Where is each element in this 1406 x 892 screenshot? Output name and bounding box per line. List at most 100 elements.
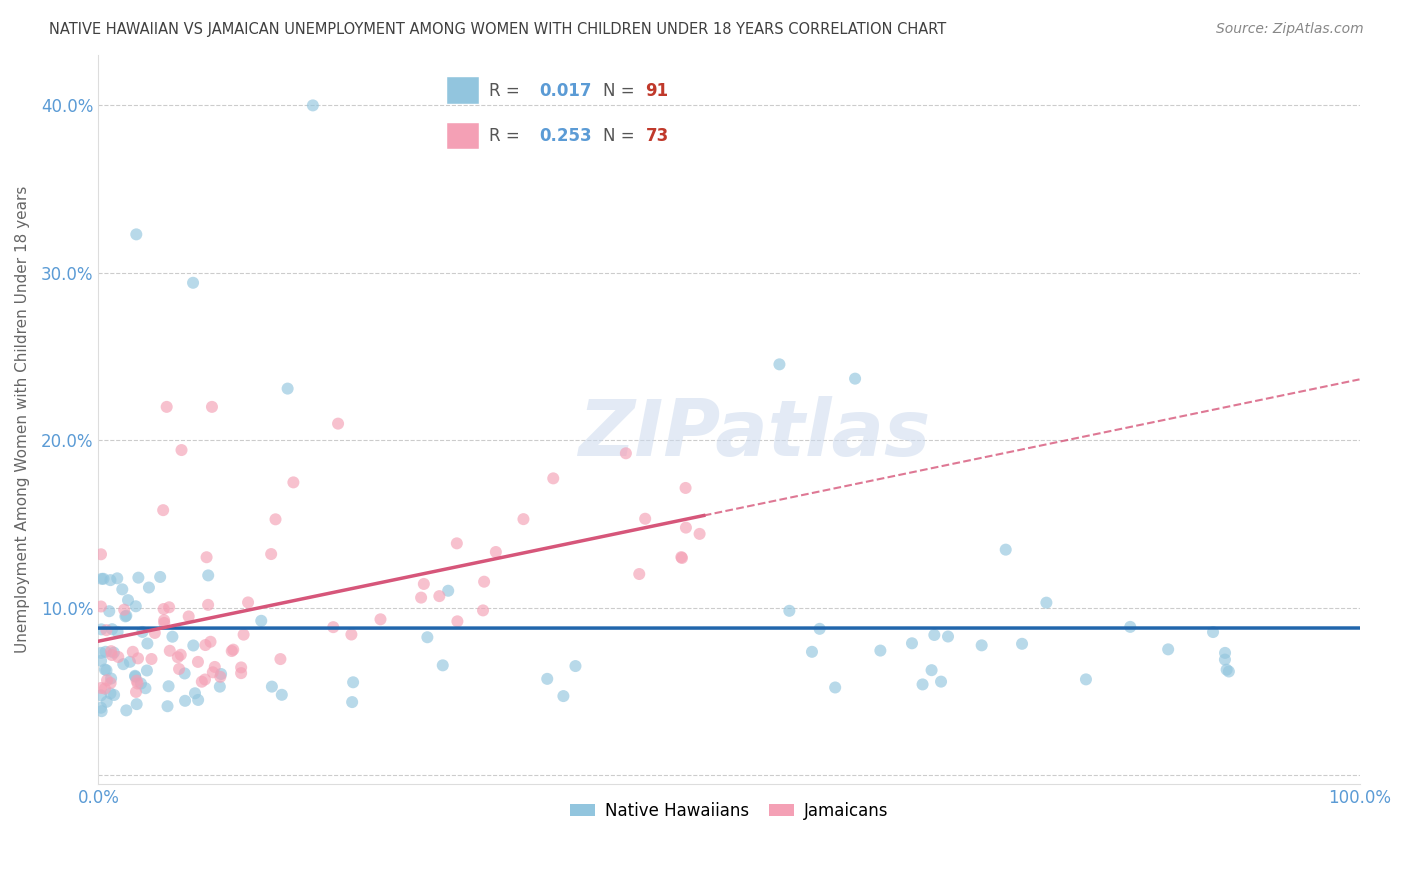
Native Hawaiians (118, 655, 141, 669)
Jamaicans (194, 673, 217, 687)
Native Hawaiians (553, 689, 575, 703)
Native Hawaiians (90, 689, 112, 703)
Jamaicans (96, 673, 118, 688)
Native Hawaiians (105, 571, 128, 585)
Native Hawaiians (342, 675, 364, 690)
Native Hawaiians (135, 664, 157, 678)
Native Hawaiians (1074, 673, 1097, 687)
Native Hawaiians (127, 571, 149, 585)
Native Hawaiians (124, 669, 146, 683)
Jamaicans (100, 676, 122, 690)
Native Hawaiians (1011, 637, 1033, 651)
Y-axis label: Unemployment Among Women with Children Under 18 years: Unemployment Among Women with Children U… (15, 186, 30, 653)
Text: ZIPatlas: ZIPatlas (578, 396, 931, 472)
Jamaicans (141, 652, 163, 666)
Native Hawaiians (136, 636, 159, 650)
Jamaicans (191, 674, 214, 689)
Native Hawaiians (115, 703, 138, 717)
Native Hawaiians (94, 663, 117, 677)
Jamaicans (221, 644, 243, 658)
Native Hawaiians (100, 573, 122, 587)
Jamaicans (628, 567, 651, 582)
Native Hawaiians (250, 614, 273, 628)
Text: NATIVE HAWAIIAN VS JAMAICAN UNEMPLOYMENT AMONG WOMEN WITH CHILDREN UNDER 18 YEAR: NATIVE HAWAIIAN VS JAMAICAN UNEMPLOYMENT… (49, 22, 946, 37)
Jamaicans (209, 670, 232, 684)
Native Hawaiians (270, 688, 292, 702)
Native Hawaiians (124, 670, 146, 684)
Jamaicans (195, 550, 218, 565)
Jamaicans (232, 627, 254, 641)
Native Hawaiians (302, 98, 325, 112)
Jamaicans (370, 612, 392, 626)
Native Hawaiians (901, 636, 924, 650)
Text: Source: ZipAtlas.com: Source: ZipAtlas.com (1216, 22, 1364, 37)
Native Hawaiians (911, 677, 934, 691)
Native Hawaiians (125, 697, 148, 711)
Jamaicans (260, 547, 283, 561)
Jamaicans (94, 681, 117, 696)
Jamaicans (125, 685, 148, 699)
Native Hawaiians (184, 686, 207, 700)
Jamaicans (107, 650, 129, 665)
Native Hawaiians (157, 679, 180, 693)
Jamaicans (152, 503, 174, 517)
Native Hawaiians (1157, 642, 1180, 657)
Jamaicans (322, 620, 344, 634)
Jamaicans (204, 660, 226, 674)
Native Hawaiians (1213, 652, 1236, 666)
Native Hawaiians (970, 638, 993, 652)
Jamaicans (412, 577, 434, 591)
Jamaicans (229, 666, 252, 681)
Native Hawaiians (90, 646, 112, 660)
Native Hawaiians (125, 227, 148, 242)
Jamaicans (143, 626, 166, 640)
Native Hawaiians (1213, 646, 1236, 660)
Native Hawaiians (921, 663, 943, 677)
Jamaicans (222, 642, 245, 657)
Native Hawaiians (208, 680, 231, 694)
Native Hawaiians (1119, 620, 1142, 634)
Native Hawaiians (181, 276, 204, 290)
Native Hawaiians (437, 583, 460, 598)
Jamaicans (411, 591, 433, 605)
Jamaicans (127, 651, 149, 665)
Jamaicans (446, 536, 468, 550)
Jamaicans (167, 662, 190, 676)
Native Hawaiians (536, 672, 558, 686)
Jamaicans (159, 644, 181, 658)
Jamaicans (125, 673, 148, 688)
Native Hawaiians (112, 657, 135, 672)
Native Hawaiians (96, 695, 118, 709)
Jamaicans (153, 613, 176, 627)
Native Hawaiians (90, 700, 112, 714)
Native Hawaiians (101, 622, 124, 636)
Jamaicans (671, 551, 693, 566)
Legend: Native Hawaiians, Jamaicans: Native Hawaiians, Jamaicans (562, 795, 896, 826)
Native Hawaiians (778, 604, 800, 618)
Jamaicans (157, 600, 180, 615)
Native Hawaiians (100, 672, 122, 686)
Jamaicans (671, 550, 693, 565)
Native Hawaiians (173, 666, 195, 681)
Jamaicans (127, 676, 149, 690)
Jamaicans (485, 545, 508, 559)
Jamaicans (170, 648, 193, 662)
Jamaicans (231, 660, 253, 674)
Jamaicans (96, 623, 118, 637)
Jamaicans (90, 599, 112, 614)
Jamaicans (541, 471, 564, 485)
Native Hawaiians (844, 371, 866, 385)
Native Hawaiians (100, 686, 122, 700)
Native Hawaiians (1202, 625, 1225, 640)
Jamaicans (156, 400, 179, 414)
Native Hawaiians (174, 694, 197, 708)
Jamaicans (614, 446, 637, 460)
Native Hawaiians (138, 581, 160, 595)
Native Hawaiians (107, 624, 129, 639)
Jamaicans (427, 589, 450, 603)
Jamaicans (675, 520, 697, 534)
Native Hawaiians (103, 688, 125, 702)
Jamaicans (264, 512, 287, 526)
Native Hawaiians (277, 382, 299, 396)
Native Hawaiians (936, 630, 959, 644)
